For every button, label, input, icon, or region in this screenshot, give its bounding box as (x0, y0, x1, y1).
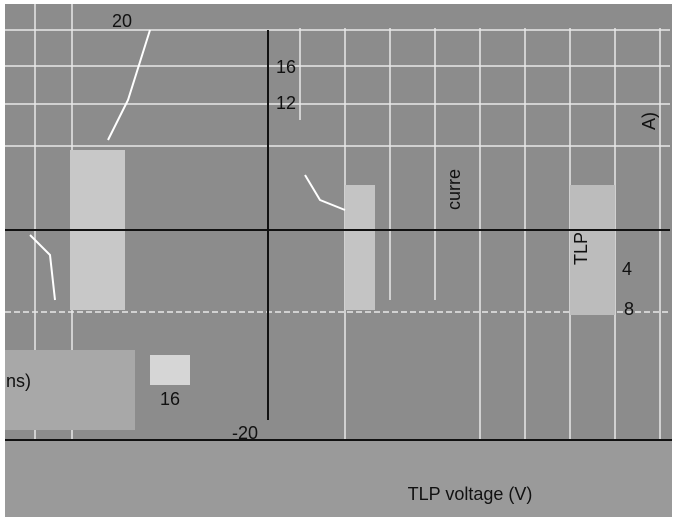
curve (304, 174, 346, 211)
label-fragment: ns) (6, 371, 31, 391)
glitch-block (570, 185, 615, 315)
glitch-block (5, 350, 135, 430)
glitch-block (150, 355, 190, 385)
tick-label: -20 (232, 423, 258, 443)
axis-fragment: curre (444, 169, 464, 210)
axis-band (5, 440, 672, 517)
axis-fragment: A) (639, 112, 659, 130)
glitch-block (345, 185, 375, 310)
curve (29, 234, 56, 301)
tick-label: 12 (276, 93, 296, 113)
tick-label: 16 (160, 389, 180, 409)
curve (107, 29, 151, 141)
tick-label: 16 (276, 57, 296, 77)
tick-label: 20 (112, 11, 132, 31)
x-axis-title: TLP voltage (V) (408, 484, 533, 504)
axis-fragment: TLP (571, 232, 591, 265)
tick-label: 4 (622, 259, 632, 279)
tick-label: 8 (624, 299, 634, 319)
